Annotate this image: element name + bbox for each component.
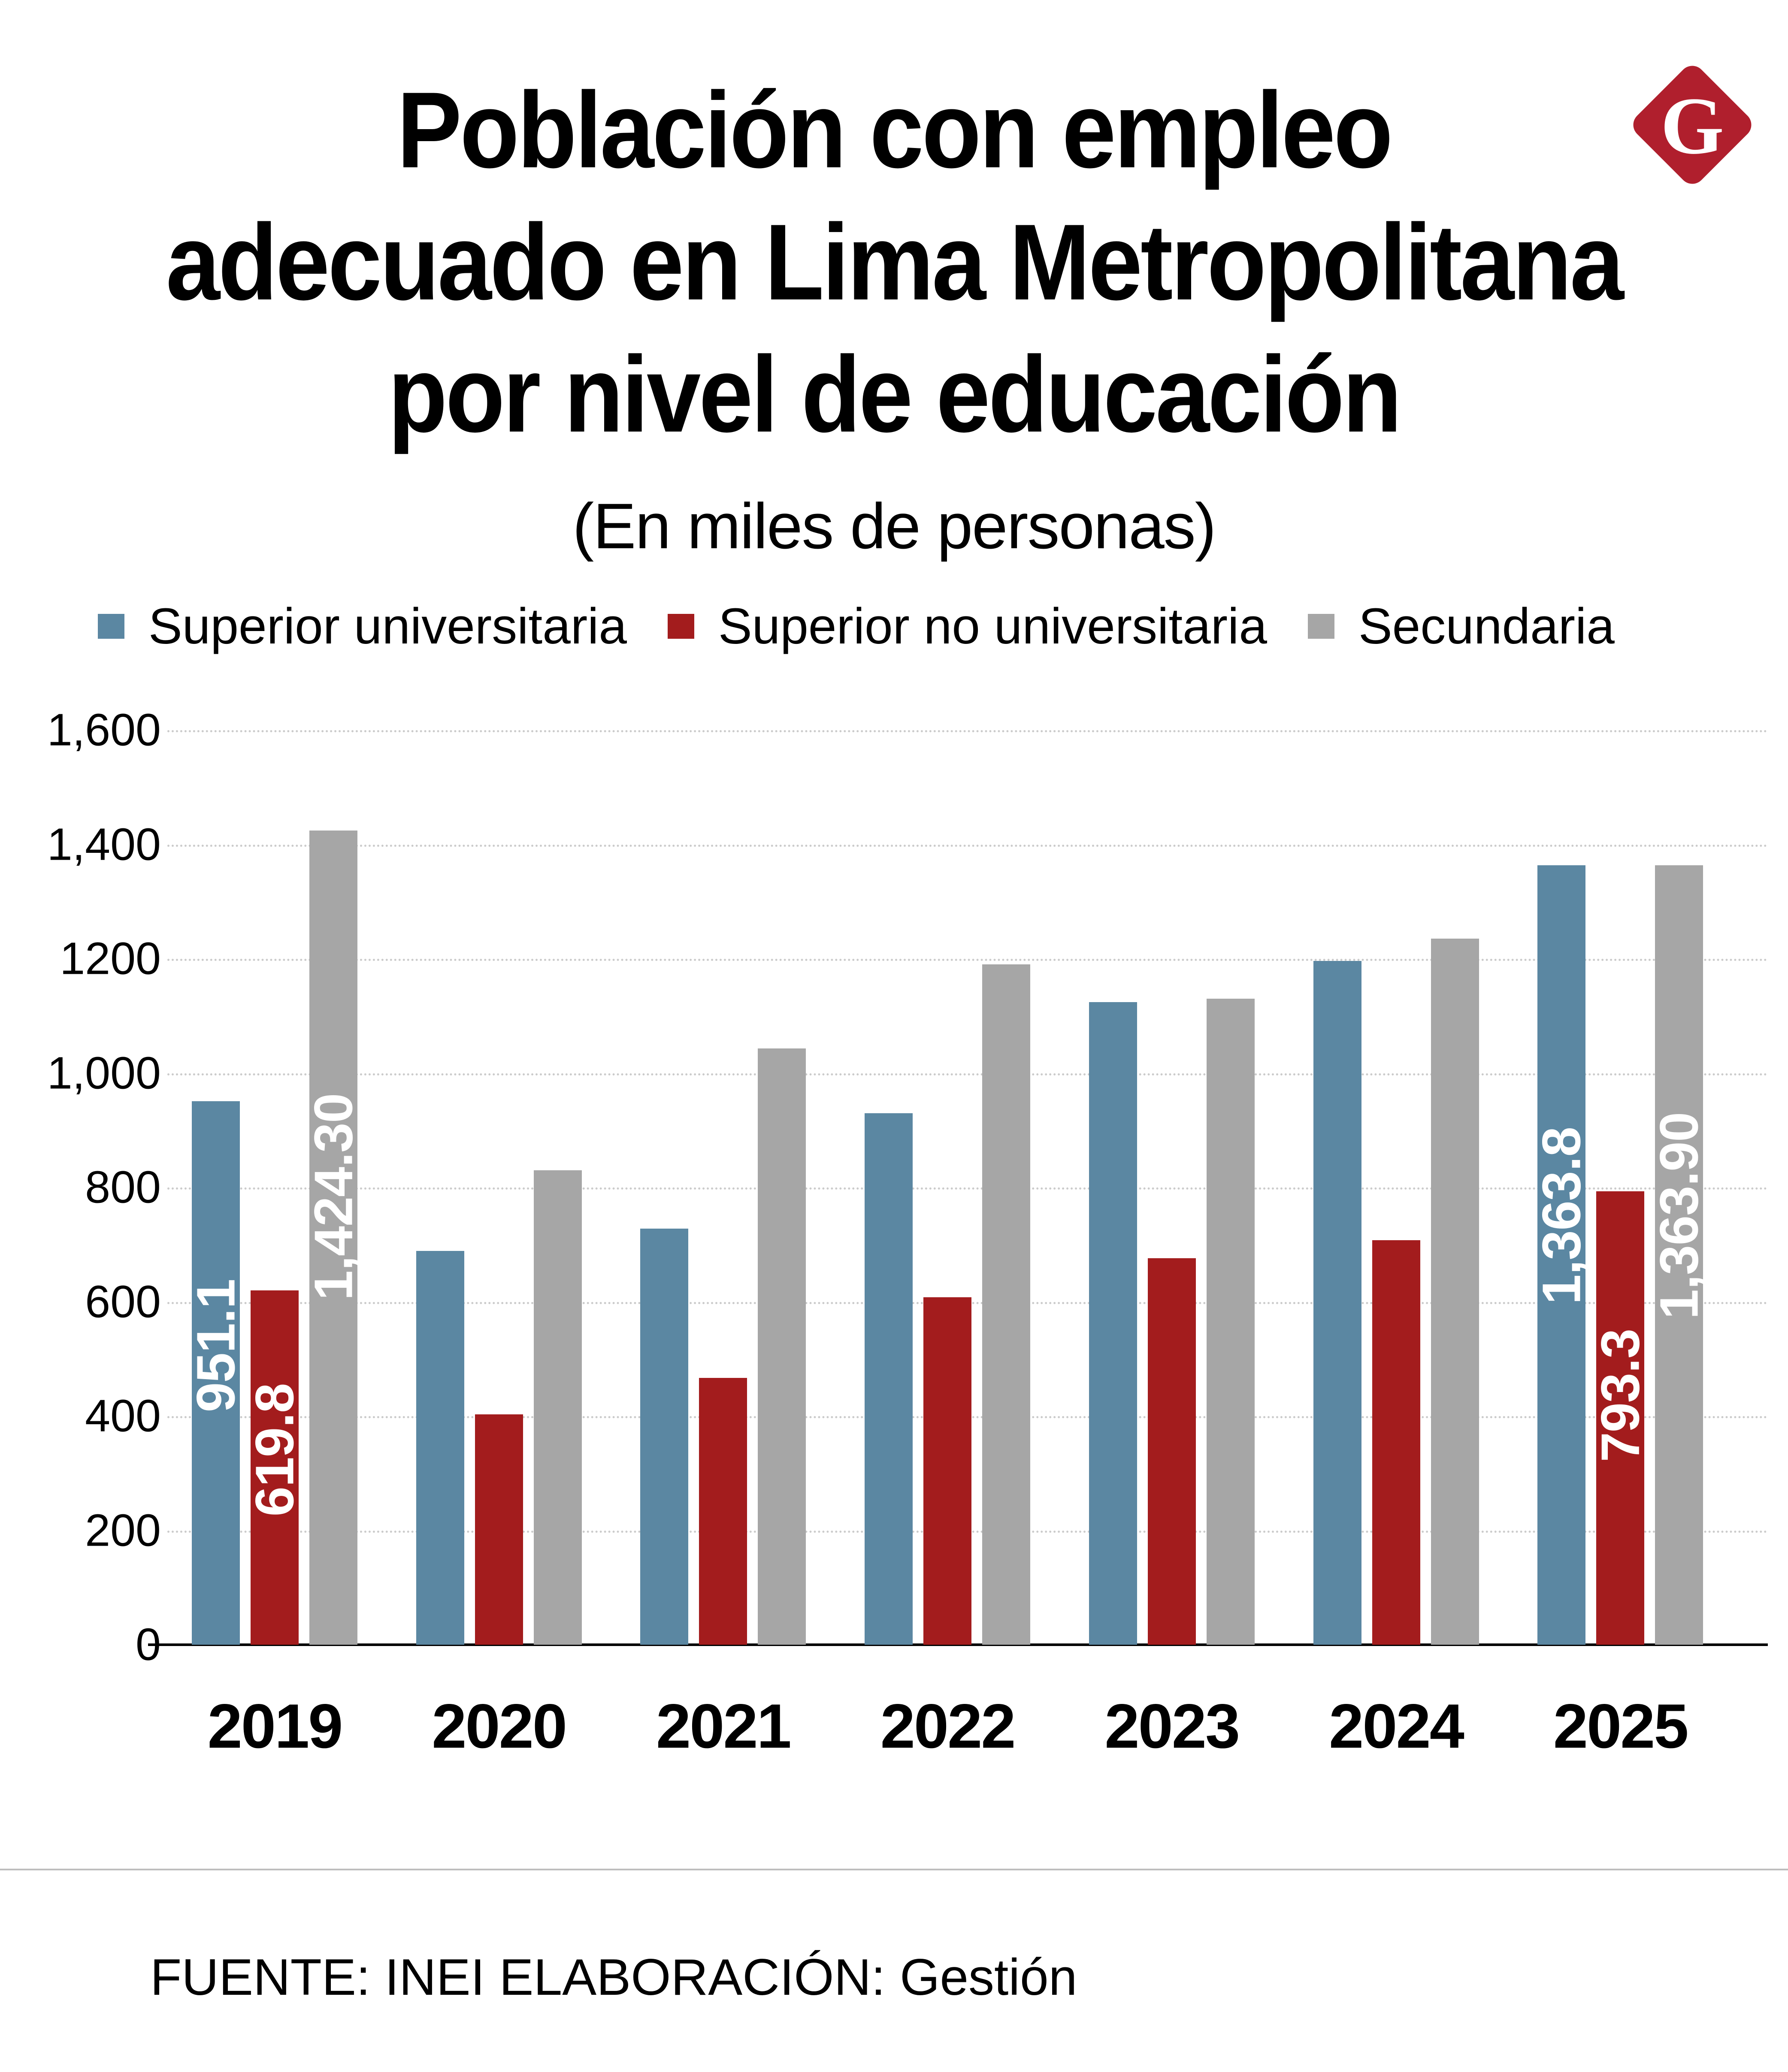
bar-value-label-2025-superior-universitaria: 1,363.8 [1531,1127,1592,1305]
gestion-logo: G [1628,60,1757,189]
x-axis-baseline [148,1643,1768,1646]
chart-title-line-2: adecuado en Lima Metropolitana [166,202,1624,323]
bar-2020-superior-no-universitaria [475,1414,523,1645]
bar-value-label-2019-secundaria: 1,424.30 [303,1093,364,1301]
legend-item-superior-no-universitaria: Superior no universitaria [667,597,1267,655]
legend-label-superior-no-universitaria: Superior no universitaria [718,598,1267,655]
y-tick-label-400: 400 [85,1390,161,1441]
chart-title: Población con empleo adecuado en Lima Me… [89,64,1698,461]
bar-value-label-2019-superior-universitaria: 951.1 [185,1279,246,1413]
gridline-1600 [167,730,1768,732]
bar-2019-superior-no-universitaria: 619.8 [245,1290,305,1645]
logo-letter-g: G [1661,81,1724,171]
chart-legend: Superior universitaria Superior no unive… [98,597,1615,655]
legend-label-superior-universitaria: Superior universitaria [148,598,627,655]
x-tick-label-2024: 2024 [1329,1691,1464,1761]
bar-2024-superior-no-universitaria [1372,1240,1420,1645]
bar-value-label-2025-secundaria: 1,363.90 [1649,1112,1709,1320]
y-tick-label-600: 600 [85,1276,161,1327]
legend-label-secundaria: Secundaria [1358,598,1615,655]
y-tick-label-800: 800 [85,1162,161,1213]
y-tick-label-1600: 1,600 [47,704,161,755]
bar-value-label-2025-superior-no-universitaria: 793.3 [1590,1329,1651,1462]
bar-value-label-2019-superior-no-universitaria: 619.8 [244,1383,305,1516]
y-tick-label-200: 200 [85,1505,161,1556]
bar-2019-secundaria: 1,424.30 [303,831,364,1645]
bar-2023-superior-no-universitaria [1147,1258,1196,1645]
bar-2022-superior-no-universitaria [923,1297,972,1645]
x-tick-label-2023: 2023 [1104,1691,1240,1761]
source-attribution: FUENTE: INEI ELABORACIÓN: Gestión [150,1948,1077,2006]
bar-2024-secundaria [1431,939,1479,1645]
bar-2021-secundaria [758,1048,806,1645]
bar-2025-superior-no-universitaria: 793.3 [1590,1191,1651,1645]
legend-swatch-red-icon [667,614,694,639]
bar-2023-secundaria [1206,999,1255,1645]
x-tick-label-2019: 2019 [207,1691,343,1761]
bar-2019-superior-universitaria: 951.1 [186,1101,246,1645]
bar-2021-superior-universitaria [640,1228,689,1645]
legend-item-secundaria: Secundaria [1307,597,1615,655]
bar-2022-secundaria [982,964,1031,1645]
footer-divider [0,1869,1788,1870]
chart-title-line-1: Población con empleo [397,70,1393,190]
chart-subtitle: (En miles de personas) [572,490,1216,562]
bar-2022-superior-universitaria [865,1113,913,1645]
x-tick-label-2021: 2021 [656,1691,792,1761]
y-tick-label-0: 0 [136,1619,161,1670]
bar-2025-superior-universitaria: 1,363.8 [1531,865,1592,1645]
legend-swatch-blue-icon [98,614,124,639]
gridline-800 [167,1187,1768,1190]
bar-2023-superior-universitaria [1089,1002,1137,1645]
gridline-1200 [167,959,1768,961]
bar-2025-secundaria: 1,363.90 [1649,865,1709,1645]
legend-swatch-gray-icon [1307,614,1334,639]
x-tick-label-2025: 2025 [1553,1691,1689,1761]
legend-item-superior-universitaria: Superior universitaria [98,597,627,655]
x-tick-label-2020: 2020 [432,1691,567,1761]
gridline-1400 [167,844,1768,847]
x-tick-label-2022: 2022 [880,1691,1016,1761]
y-tick-label-1200: 1200 [60,933,161,984]
y-tick-label-1400: 1,400 [47,819,161,870]
gridline-1000 [167,1073,1768,1075]
bar-2024-superior-universitaria [1313,961,1361,1645]
bar-2020-superior-universitaria [416,1250,464,1645]
chart-title-line-3: por nivel de educación [388,334,1402,455]
bar-2020-secundaria [533,1170,582,1645]
y-tick-label-1000: 1,000 [47,1048,161,1098]
bar-2021-superior-no-universitaria [699,1377,747,1645]
